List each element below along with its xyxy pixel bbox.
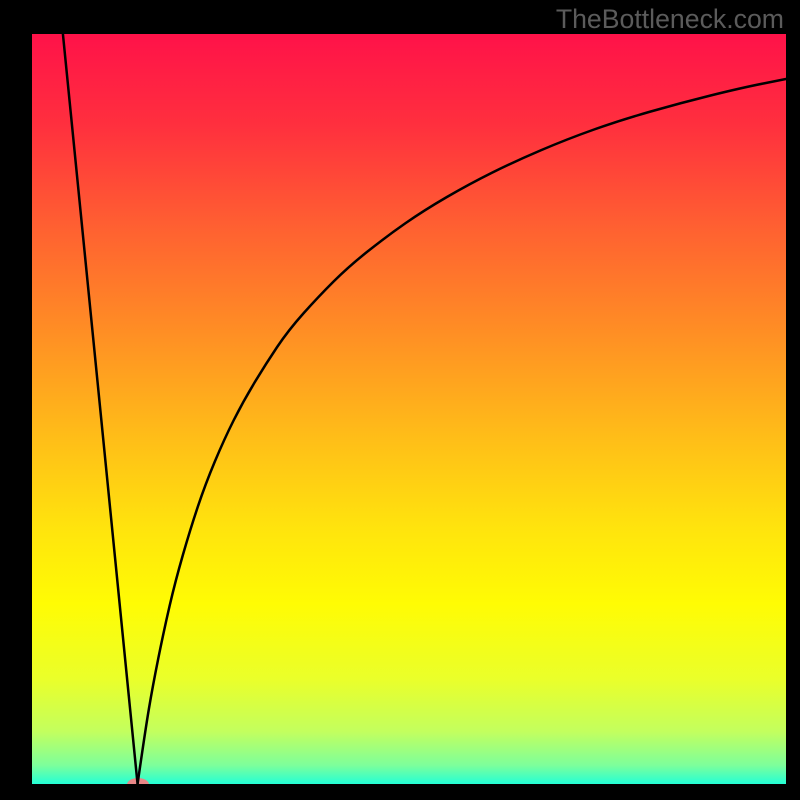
curve-left-branch [63,34,138,784]
chart-stage: TheBottleneck.com [0,0,800,800]
watermark-text: TheBottleneck.com [556,4,784,35]
plot-area [32,34,786,784]
curve-right-branch [138,79,786,784]
curve-svg [32,34,786,784]
